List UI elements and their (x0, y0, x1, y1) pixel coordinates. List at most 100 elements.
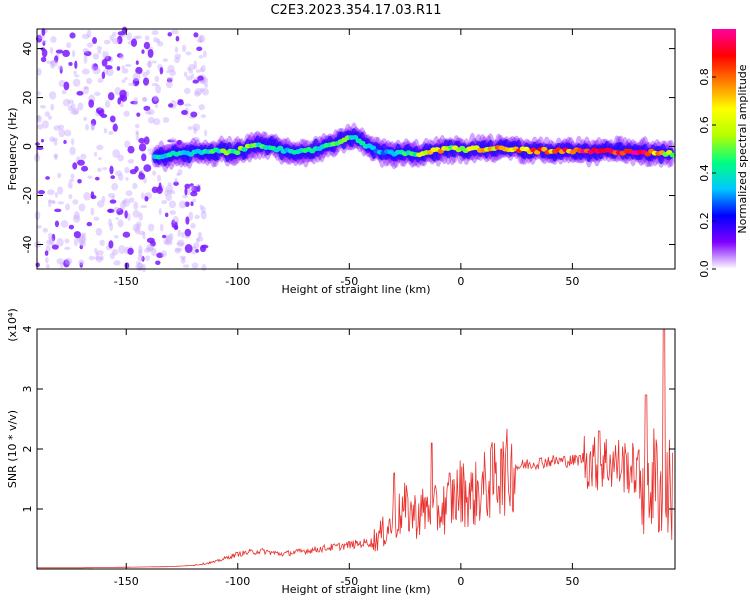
noise-point (81, 234, 85, 239)
noise-point (188, 211, 194, 221)
noise-point (95, 252, 99, 259)
noise-point (179, 255, 187, 259)
noise-point (127, 212, 131, 222)
noise-point (151, 186, 159, 194)
noise-point (169, 210, 176, 216)
noise-point (124, 210, 128, 219)
noise-point (165, 235, 169, 242)
noise-point (41, 28, 46, 36)
noise-point (41, 120, 49, 129)
noise-point (148, 151, 154, 156)
noise-point (54, 208, 62, 213)
noise-point (153, 95, 159, 102)
noise-point (164, 212, 169, 218)
noise-point (50, 60, 55, 70)
noise-point (111, 248, 119, 256)
noise-point (162, 234, 167, 239)
noise-point (195, 237, 200, 244)
snr-x-ticks: -150 -100 -50 0 50 (114, 329, 579, 588)
noise-point (140, 192, 145, 200)
noise-point (70, 103, 76, 111)
noise-point (121, 79, 126, 84)
colorbar-tick-label: 0.6 (698, 116, 711, 134)
noise-point (73, 231, 81, 239)
noise-point (167, 139, 175, 143)
noise-point (86, 221, 93, 227)
noise-point (132, 209, 140, 218)
noise-point (180, 231, 185, 238)
noise-point (93, 216, 100, 221)
noise-point (165, 80, 173, 89)
noise-point (125, 63, 132, 68)
noise-point (54, 220, 60, 228)
noise-point (101, 71, 106, 80)
spectrogram-panel: -150 -100 -50 0 50 -40 -20 0 20 40 Height of str… (6, 26, 676, 296)
colorbar-label: Normalized spectral amplitude (736, 64, 749, 233)
noise-point (107, 193, 116, 198)
y-tick-label: -20 (21, 187, 34, 205)
noise-point (42, 40, 46, 46)
noise-point (103, 127, 108, 134)
noise-point (137, 254, 144, 262)
noise-point (83, 85, 89, 95)
spectrogram-frame (36, 28, 676, 270)
noise-point (182, 264, 190, 268)
noise-point (158, 208, 162, 216)
noise-point (112, 123, 118, 132)
noise-point (107, 92, 115, 101)
noise-point (166, 76, 174, 81)
noise-point (113, 206, 121, 212)
noise-point (189, 185, 195, 192)
noise-point (156, 252, 164, 259)
noise-point (174, 247, 183, 252)
noise-point (36, 68, 42, 76)
noise-point (184, 244, 193, 253)
noise-point (63, 259, 70, 268)
noise-point (78, 238, 84, 246)
noise-point (171, 161, 178, 167)
noise-point (105, 65, 113, 70)
noise-point (50, 36, 57, 43)
noise-point (142, 71, 148, 78)
x-tick-label: 0 (457, 575, 464, 588)
noise-point (40, 56, 47, 63)
snr-y-exponent: (x10⁴) (6, 308, 19, 342)
noise-point (58, 128, 66, 138)
noise-point (115, 170, 123, 176)
noise-point (112, 31, 117, 37)
colorbar-tick-label: 0.4 (698, 164, 711, 182)
noise-point (95, 227, 103, 236)
noise-point (79, 244, 84, 250)
noise-point (98, 106, 102, 111)
noise-point (134, 80, 140, 85)
noise-point (143, 164, 152, 172)
noise-point (57, 64, 64, 71)
noise-point (68, 224, 75, 230)
noise-point (168, 200, 177, 209)
noise-point (191, 73, 195, 79)
noise-point (188, 69, 194, 74)
noise-point (70, 173, 75, 180)
noise-point (53, 125, 61, 131)
noise-point (142, 96, 147, 102)
noise-point (181, 256, 186, 261)
noise-point (176, 139, 182, 145)
noise-point (36, 115, 42, 123)
noise-point (96, 45, 102, 52)
noise-point (162, 116, 170, 123)
noise-point (90, 207, 95, 216)
noise-point (49, 47, 54, 54)
colorbar-tick-label: 0.8 (698, 68, 711, 86)
noise-point (81, 68, 90, 75)
noise-point (108, 240, 114, 249)
noise-point (41, 39, 47, 44)
noise-point (121, 65, 125, 69)
noise-point (196, 185, 201, 192)
noise-point (201, 206, 206, 214)
noise-point (90, 63, 95, 71)
noise-point (192, 136, 201, 143)
noise-point (77, 178, 82, 184)
noise-point (44, 257, 49, 264)
noise-point (92, 37, 98, 45)
